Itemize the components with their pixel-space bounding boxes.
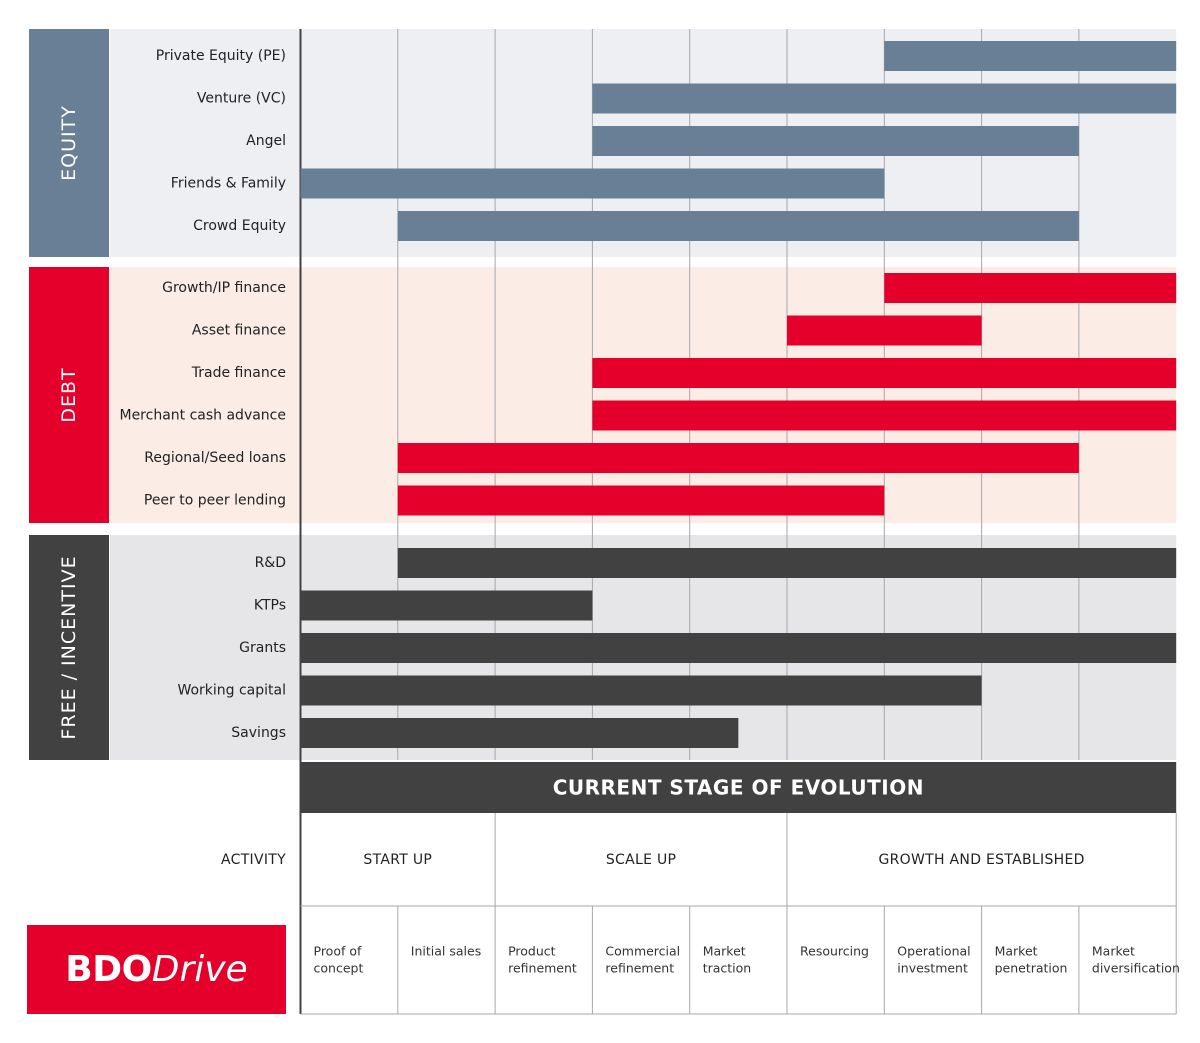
row-label-2-3: Working capital — [177, 683, 286, 699]
stage-label-1-0: Initial sales — [411, 944, 481, 959]
phase-label-2: GROWTH AND ESTABLISHED — [878, 852, 1084, 868]
group-tab-1 — [29, 267, 109, 523]
row-label-0-1: Venture (VC) — [197, 91, 286, 107]
stage-label-0-0: Proof of — [314, 944, 362, 959]
group-label-1: DEBT — [58, 367, 80, 422]
bar-0-1 — [592, 83, 1177, 114]
phase-label-0: START UP — [363, 852, 432, 868]
stage-label-7-0: Market — [995, 944, 1038, 959]
bar-2-1 — [300, 590, 593, 621]
bar-2-3 — [300, 675, 982, 706]
chart-title: CURRENT STAGE OF EVOLUTION — [553, 776, 924, 800]
bar-0-2 — [592, 126, 1079, 156]
bdo-drive-logo: BDO Drive — [27, 925, 286, 1014]
row-label-2-1: KTPs — [254, 598, 286, 614]
logo-italic: Drive — [151, 949, 248, 990]
stage-label-2-0: Product — [508, 944, 556, 959]
bar-0-0 — [884, 41, 1177, 71]
stage-label-8-0: Market — [1092, 944, 1135, 959]
bar-0-4 — [397, 211, 1079, 241]
group-label-2: FREE / INCENTIVE — [58, 555, 80, 739]
bar-1-4 — [397, 443, 1079, 473]
row-label-1-2: Trade finance — [191, 365, 286, 381]
stage-label-6-0: Operational — [897, 944, 970, 959]
bar-2-4 — [300, 718, 739, 748]
bar-1-1 — [787, 315, 982, 346]
row-label-1-1: Asset finance — [192, 323, 286, 339]
stage-label-3-1: refinement — [605, 961, 674, 976]
group-tab-2 — [29, 535, 109, 760]
stage-label-7-1: penetration — [995, 961, 1068, 976]
group-band-1 — [110, 267, 1177, 523]
bar-1-5 — [397, 485, 885, 516]
row-label-1-0: Growth/IP finance — [162, 280, 286, 296]
phase-label-1: SCALE UP — [606, 852, 676, 868]
row-label-0-0: Private Equity (PE) — [156, 48, 286, 64]
stage-label-4-1: traction — [703, 961, 752, 976]
bar-2-0 — [397, 548, 1177, 578]
bar-1-3 — [592, 400, 1177, 431]
stage-label-5-0: Resourcing — [800, 944, 869, 959]
title-band — [300, 762, 1177, 813]
row-label-2-2: Grants — [239, 640, 286, 656]
stage-label-8-1: diversification — [1092, 961, 1180, 976]
stage-label-4-0: Market — [703, 944, 746, 959]
group-tab-0 — [29, 29, 109, 257]
stage-label-2-1: refinement — [508, 961, 577, 976]
row-label-2-0: R&D — [255, 555, 286, 571]
row-label-0-2: Angel — [246, 133, 286, 149]
row-label-0-4: Crowd Equity — [193, 218, 286, 234]
logo-bold: BDO — [65, 949, 152, 990]
row-label-0-3: Friends & Family — [171, 176, 286, 192]
bar-1-2 — [592, 358, 1177, 388]
stage-label-6-1: investment — [897, 961, 968, 976]
bar-1-0 — [884, 273, 1177, 303]
bar-2-2 — [300, 633, 1177, 663]
activity-label: ACTIVITY — [221, 852, 286, 868]
stage-label-3-0: Commercial — [605, 944, 680, 959]
stage-label-0-1: concept — [314, 961, 364, 976]
row-label-1-3: Merchant cash advance — [119, 408, 286, 424]
row-label-1-5: Peer to peer lending — [144, 493, 286, 509]
bar-0-3 — [300, 168, 885, 199]
group-label-0: EQUITY — [58, 105, 80, 181]
row-label-1-4: Regional/Seed loans — [144, 450, 286, 466]
row-label-2-4: Savings — [231, 725, 286, 741]
